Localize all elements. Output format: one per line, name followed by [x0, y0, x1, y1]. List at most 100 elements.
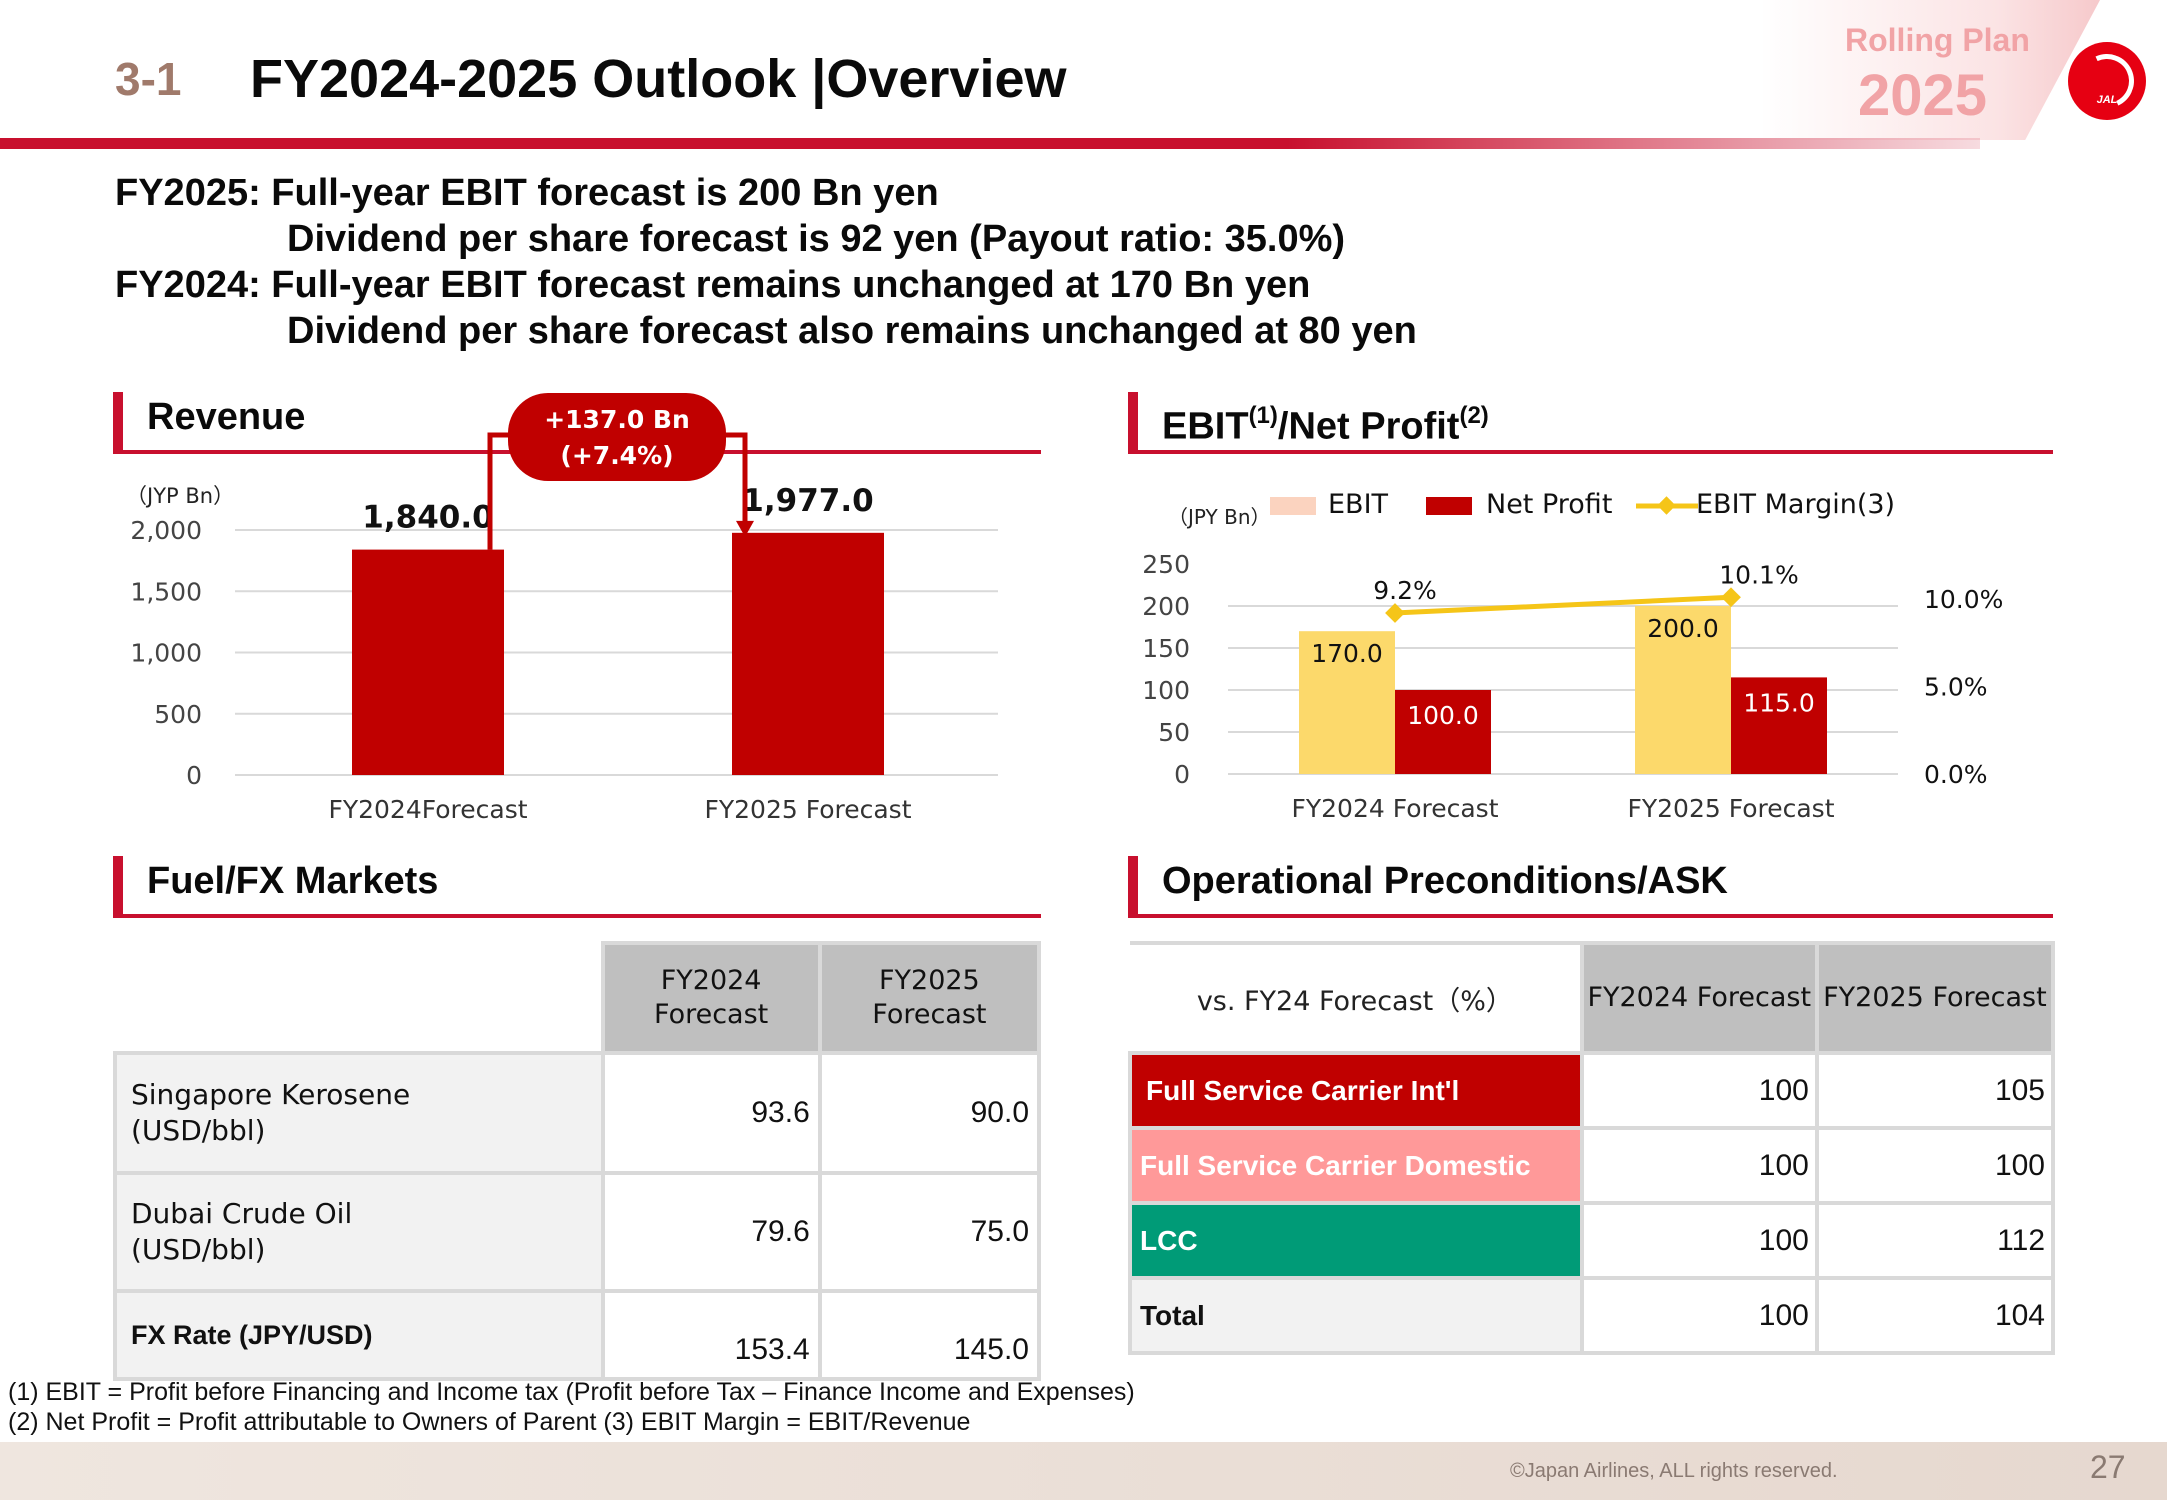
- table-header-row: vs. FY24 Forecast（%） FY2024 Forecast FY2…: [1130, 941, 2056, 1055]
- ebit-y2-tick: 5.0%: [1924, 673, 1988, 702]
- legend-net-profit-label: Net Profit: [1486, 489, 1612, 520]
- revenue-y-tick: 0: [186, 761, 202, 790]
- revenue-x-tick: FY2025 Forecast: [704, 795, 911, 824]
- logo-text: JAL: [2096, 94, 2118, 106]
- ebit-section-header: EBIT(1)/Net Profit(2): [1128, 392, 2053, 454]
- summary-line-4: Dividend per share forecast also remains…: [287, 310, 1417, 352]
- ebit-y-tick: 250: [1142, 550, 1190, 579]
- jal-logo: JAL: [2068, 42, 2146, 120]
- fuel-fx-table: FY2024 Forecast FY2025 Forecast Singapor…: [113, 941, 1042, 1381]
- ebit-net-profit-chart: （JPY Bn） EBIT Net Profit EBIT Margin(3) 0 50 1…: [1142, 489, 2003, 823]
- ebit-margin-line: [1394, 594, 1732, 616]
- row-label-lcc: LCC: [1128, 1201, 1584, 1280]
- legend-margin-marker: [1657, 496, 1676, 515]
- cell-value: 90.0: [817, 1051, 1042, 1175]
- rolling-plan-label: Rolling Plan: [1845, 22, 2030, 58]
- revenue-change-amount: +137.0 Bn: [544, 405, 690, 434]
- legend-margin-label: EBIT Margin(3): [1696, 489, 1895, 520]
- revenue-change-arrowhead: [736, 520, 754, 537]
- ebit-margin-label: 9.2%: [1373, 576, 1437, 605]
- cell-value: 100: [1579, 1051, 1819, 1130]
- header-divider: [0, 138, 1980, 149]
- column-header-fy2025: FY2025 Forecast: [817, 941, 1042, 1055]
- ebit-y2-tick: 10.0%: [1924, 585, 2003, 614]
- ebit-y-tick: 150: [1142, 634, 1190, 663]
- section-number: 3-1: [115, 53, 182, 105]
- revenue-x-tick: FY2024Forecast: [328, 795, 527, 824]
- net-profit-bar: [1731, 677, 1827, 774]
- footnote-1: (1) EBIT = Profit before Financing and I…: [8, 1378, 1135, 1406]
- ebit-y2-tick: 0.0%: [1924, 760, 1988, 789]
- revenue-y-tick: 1,000: [130, 639, 202, 668]
- copyright: ©Japan Airlines, ALL rights reserved.: [1510, 1460, 1838, 1482]
- ebit-margin-label: 10.1%: [1719, 560, 1798, 589]
- page-number: 27: [2090, 1449, 2126, 1485]
- revenue-axis-unit: （JYP Bn）: [126, 484, 234, 508]
- cell-value: 93.6: [600, 1051, 822, 1175]
- ebit-section-title: EBIT(1)/Net Profit(2): [1162, 402, 1489, 448]
- cell-value: 104: [1814, 1276, 2056, 1355]
- ebit-x-tick: FY2024 Forecast: [1291, 794, 1498, 823]
- table-row: Singapore Kerosene (USD/bbl) 93.6 90.0: [113, 1051, 1042, 1175]
- net-profit-value-label: 100.0: [1407, 701, 1479, 730]
- table-row: Total 100 104: [1128, 1276, 2056, 1355]
- legend-ebit-label: EBIT: [1328, 489, 1389, 520]
- table-caption: vs. FY24 Forecast（%）: [1130, 941, 1582, 1055]
- row-label-kerosene: Singapore Kerosene (USD/bbl): [113, 1051, 605, 1175]
- row-label-dubai-crude: Dubai Crude Oil (USD/bbl): [113, 1171, 605, 1293]
- revenue-change-percent: (+7.4%): [560, 441, 673, 470]
- revenue-y-tick: 2,000: [130, 516, 202, 545]
- cell-value: 105: [1814, 1051, 2056, 1130]
- revenue-chart: （JYP Bn） 0 500 1,000 1,500 2,000 1,840.0 FY2024…: [126, 393, 998, 824]
- ebit-x-tick: FY2025 Forecast: [1627, 794, 1834, 823]
- column-header-fy2024: FY2024 Forecast: [600, 941, 822, 1055]
- cell-value: 100: [1814, 1126, 2056, 1205]
- footnote-2: (2) Net Profit = Profit attributable to …: [8, 1408, 971, 1436]
- ebit-y-tick: 100: [1142, 676, 1190, 705]
- legend-ebit-swatch: [1270, 497, 1316, 515]
- footer-bar: [0, 1442, 2167, 1500]
- net-profit-bar: [1395, 690, 1491, 774]
- revenue-change-badge: [508, 393, 726, 481]
- ebit-y-tick: 200: [1142, 592, 1190, 621]
- row-label-total: Total: [1128, 1276, 1584, 1355]
- revenue-section-title: Revenue: [147, 396, 306, 438]
- ops-section-title: Operational Preconditions/ASK: [1162, 860, 1728, 902]
- ebit-value-label: 200.0: [1647, 614, 1719, 643]
- ebit-margin-marker: [1721, 587, 1741, 608]
- revenue-bar: [352, 549, 504, 775]
- ebit-bar: [1299, 631, 1395, 774]
- revenue-bar: [732, 532, 884, 775]
- ebit-y-tick: 0: [1174, 760, 1190, 789]
- cell-value: 100: [1579, 1276, 1819, 1355]
- legend-net-profit-swatch: [1426, 497, 1472, 515]
- summary-line-1: FY2025: Full-year EBIT forecast is 200 B…: [115, 172, 939, 214]
- summary-line-3: FY2024: Full-year EBIT forecast remains …: [115, 264, 1311, 306]
- cell-value: 145.0: [817, 1289, 1042, 1381]
- fuel-section-header: Fuel/FX Markets: [113, 856, 1041, 918]
- row-label-fsc-intl: Full Service Carrier Int'l: [1128, 1051, 1584, 1130]
- ops-section-header: Operational Preconditions/ASK: [1128, 856, 2053, 918]
- ops-ask-table: vs. FY24 Forecast（%） FY2024 Forecast FY2…: [1128, 941, 2056, 1355]
- cell-value: 100: [1579, 1126, 1819, 1205]
- revenue-y-tick: 500: [154, 700, 202, 729]
- cell-value: 100: [1579, 1201, 1819, 1280]
- row-label-fsc-domestic: Full Service Carrier Domestic: [1128, 1126, 1584, 1205]
- table-row: Full Service Carrier Int'l 100 105: [1128, 1051, 2056, 1130]
- revenue-value-label: 1,840.0: [362, 500, 493, 536]
- table-row: Dubai Crude Oil (USD/bbl) 79.6 75.0: [113, 1171, 1042, 1293]
- cell-value: 153.4: [600, 1289, 822, 1381]
- revenue-value-label: 1,977.0: [742, 483, 873, 519]
- table-row: FX Rate (JPY/USD) 153.4 145.0: [113, 1289, 1042, 1381]
- fuel-section-title: Fuel/FX Markets: [147, 860, 439, 902]
- row-label-fx-rate: FX Rate (JPY/USD): [113, 1289, 605, 1381]
- page-title: FY2024-2025 Outlook |Overview: [250, 49, 1067, 109]
- column-header-fy2024: FY2024 Forecast: [1579, 941, 1819, 1055]
- revenue-y-tick: 1,500: [130, 577, 202, 606]
- cell-value: 79.6: [600, 1171, 822, 1293]
- table-row: LCC 100 112: [1128, 1201, 2056, 1280]
- ebit-margin-marker: [1385, 603, 1405, 623]
- cell-value: 112: [1814, 1201, 2056, 1280]
- net-profit-value-label: 115.0: [1743, 688, 1815, 717]
- table-header-row: FY2024 Forecast FY2025 Forecast: [115, 941, 1042, 1055]
